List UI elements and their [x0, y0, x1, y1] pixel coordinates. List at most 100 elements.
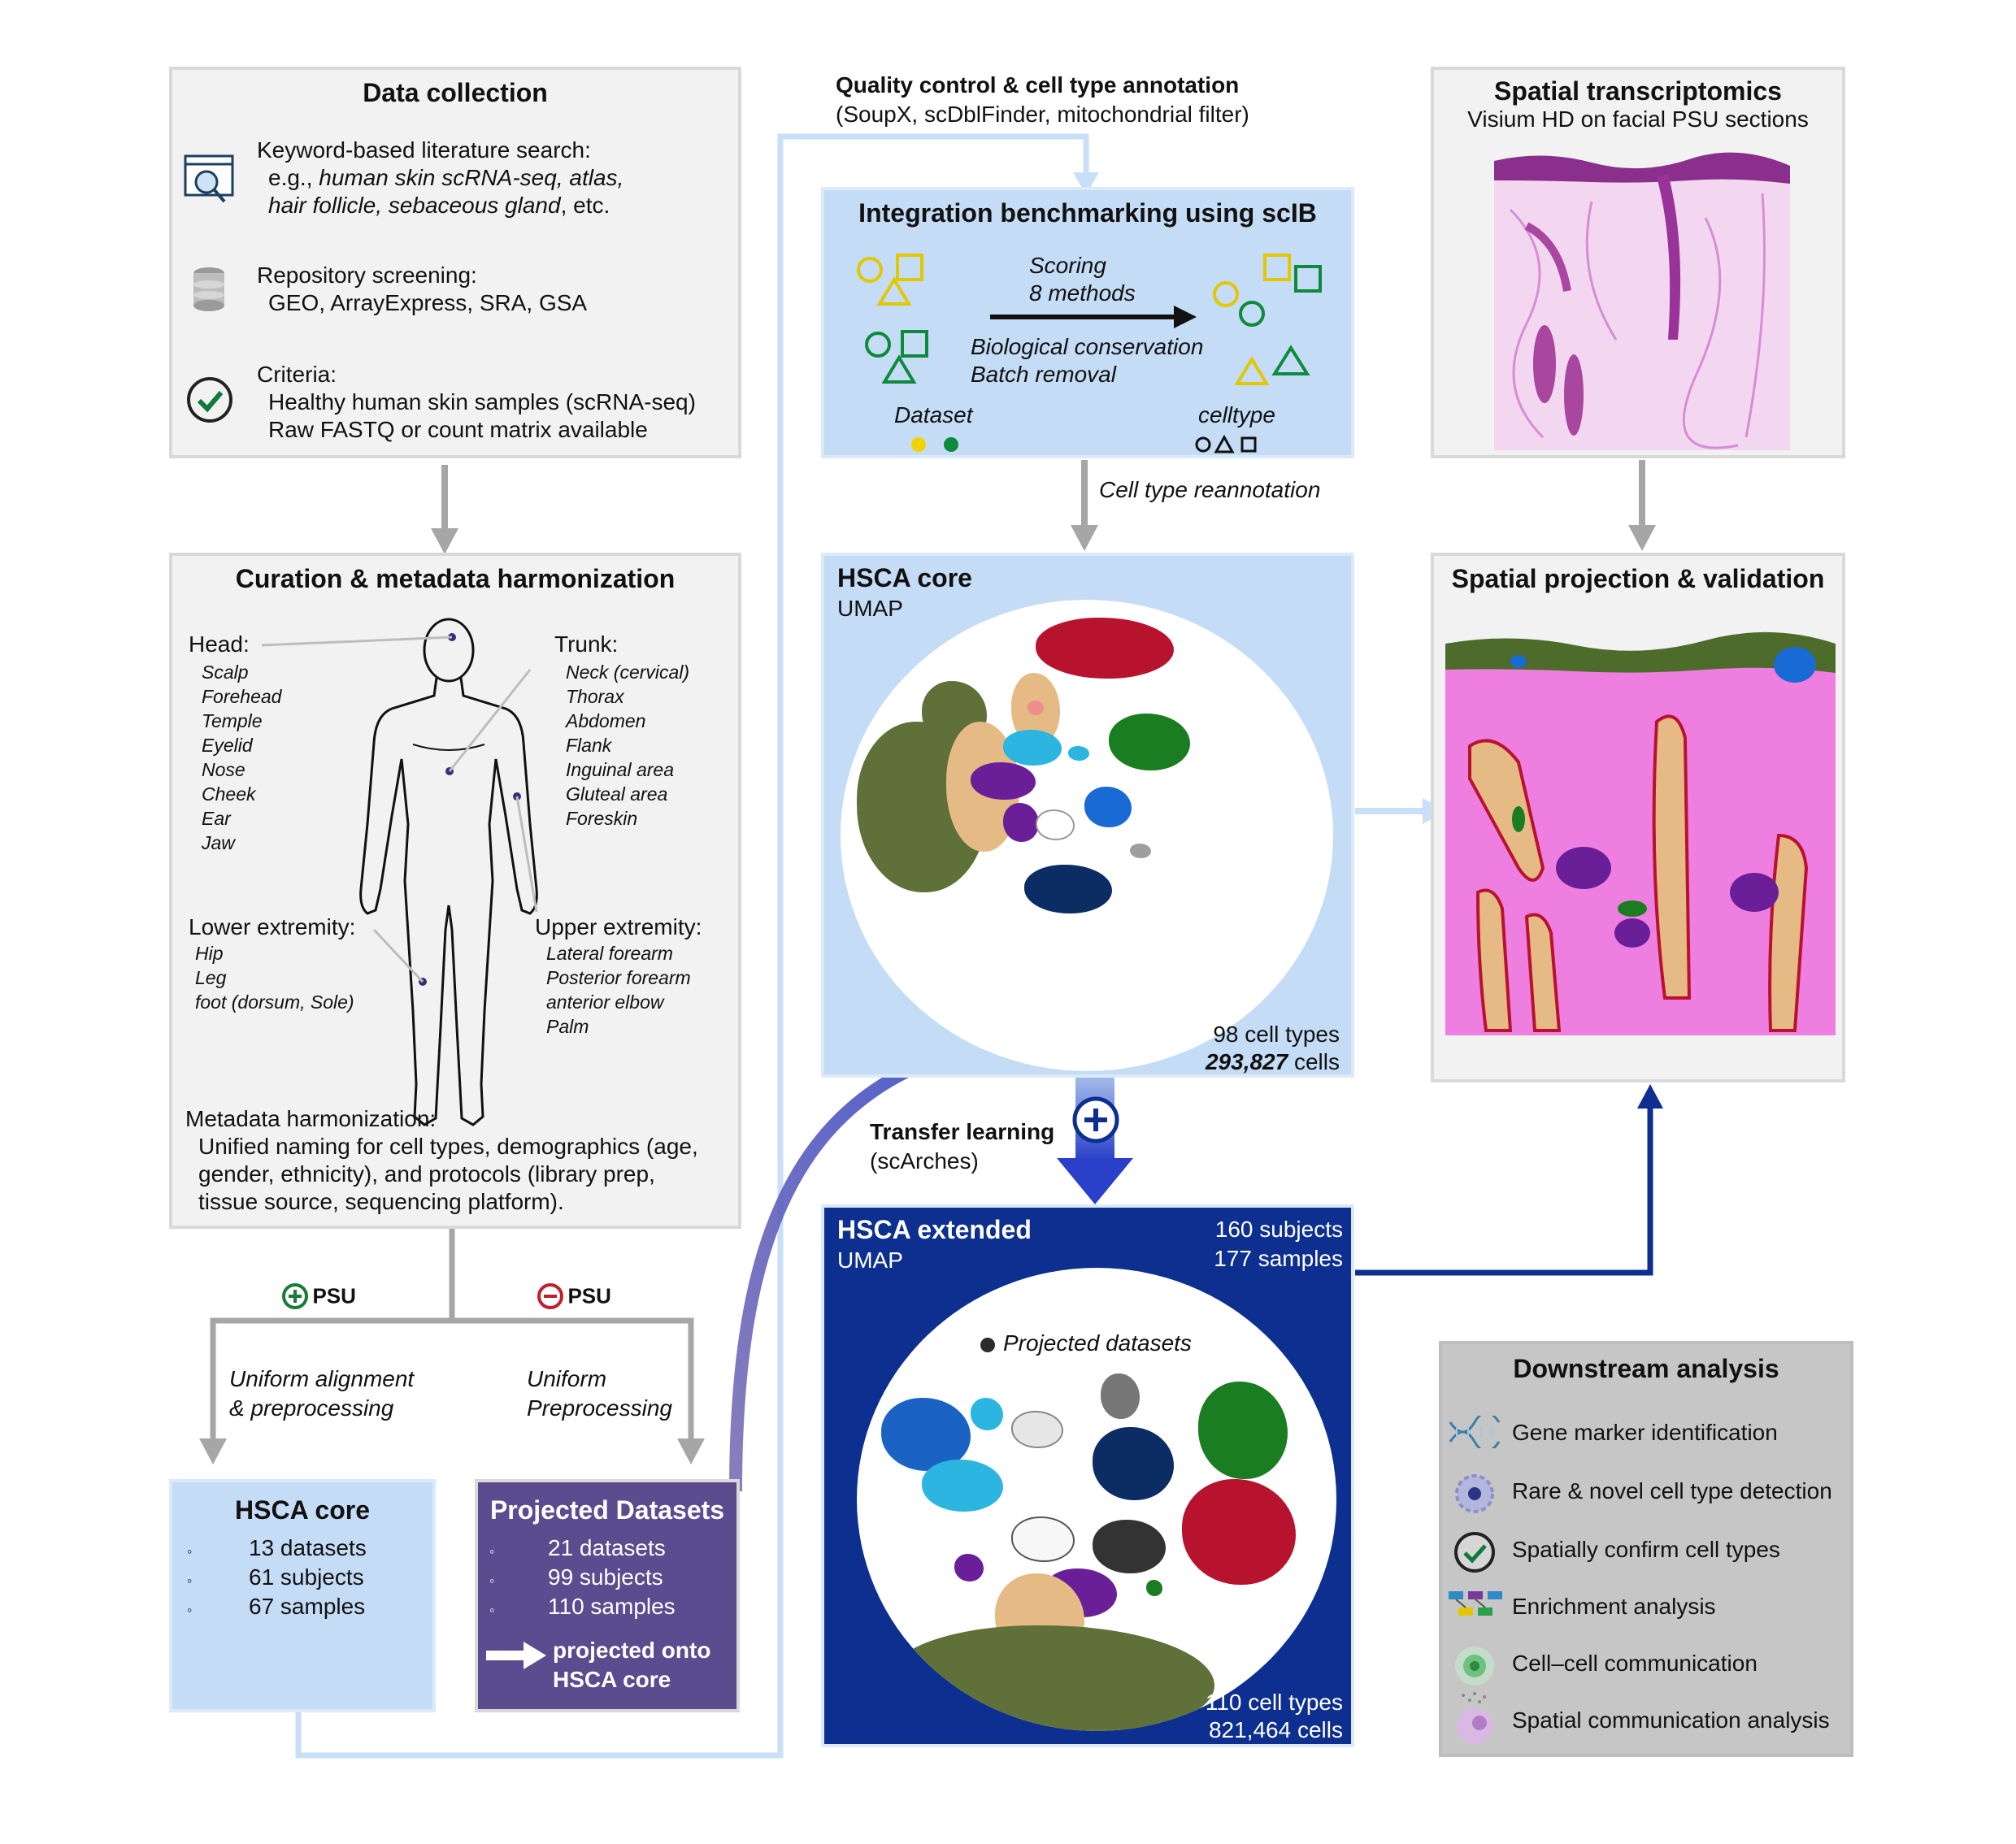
- uniform-alignment-line2: & preprocessing: [229, 1395, 394, 1421]
- umap-cluster: [1084, 787, 1132, 827]
- bullet: ◦: [187, 1543, 193, 1560]
- projected-datasets-count: 21 datasets: [548, 1535, 666, 1560]
- umap-cluster: [922, 1460, 1003, 1512]
- region-item: Leg: [195, 967, 227, 988]
- trunk-label: Trunk:: [554, 631, 619, 657]
- arrow-spatial-to-projection: [1628, 460, 1656, 551]
- bullet: ◦: [187, 1602, 193, 1618]
- arrow-core-loop-to-qc: [295, 133, 1099, 1759]
- spatial-title: Spatial transcriptomics: [1494, 76, 1782, 106]
- core-cell-count: 293,827 cells: [1205, 1049, 1340, 1074]
- signal-cell-icon: [1455, 1647, 1494, 1686]
- psu-minus-label: PSU: [567, 1283, 611, 1308]
- projected-onto-line2: HSCA core: [553, 1667, 671, 1692]
- region-item: Jaw: [202, 832, 235, 853]
- check-icon: [1454, 1532, 1495, 1573]
- umap-cluster: [881, 1398, 971, 1471]
- uniform-alignment-line1: Uniform alignment: [229, 1366, 415, 1391]
- curation-panel: Curation & metadata harmonization Head: …: [169, 553, 741, 1229]
- umap-cluster: [1198, 1382, 1288, 1479]
- transfer-learning-subtitle: (scArches): [870, 1148, 979, 1174]
- uniform-preprocessing-line2: Preprocessing: [527, 1395, 672, 1421]
- criteria-heading: Criteria:: [257, 362, 337, 387]
- benchmark-panel: Integration benchmarking using scIB Scor…: [821, 187, 1354, 458]
- umap-cluster: [1011, 1411, 1063, 1448]
- search-heading: Keyword-based literature search:: [257, 137, 591, 163]
- projected-samples-count: 110 samples: [548, 1594, 676, 1619]
- search-example-line2: hair follicle, sebaceous gland, etc.: [268, 193, 610, 218]
- projected-tissue-image: [1445, 631, 1836, 1035]
- region-item: Temple: [202, 710, 263, 731]
- bio-conservation-label: Biological conservation: [971, 334, 1204, 359]
- scoring-label: Scoring: [1029, 253, 1106, 278]
- search-example-line1: e.g., human skin scRNA-seq, atlas,: [268, 165, 624, 190]
- repository-heading: Repository screening:: [257, 262, 477, 288]
- head-region-list: Scalp Forehead Temple Eyelid Nose Cheek …: [202, 660, 281, 855]
- extended-cell-count: 821,464 cells: [1208, 1717, 1343, 1742]
- region-item: Thorax: [566, 686, 624, 707]
- arrow-collection-to-curation: [431, 465, 458, 554]
- umap-cluster: [1093, 1427, 1174, 1500]
- data-collection-title: Data collection: [363, 78, 548, 107]
- trunk-region-list: Neck (cervical) Thorax Abdomen Flank Ing…: [566, 660, 689, 831]
- region-item: anterior elbow: [546, 991, 664, 1013]
- curation-title: Curation & metadata harmonization: [235, 564, 676, 593]
- methods-label: 8 methods: [1029, 280, 1136, 306]
- umap-cluster: [971, 1398, 1003, 1430]
- extended-umap-plot: Projected datasets: [857, 1268, 1336, 1731]
- psu-minus-badge: PSU: [537, 1282, 611, 1310]
- data-collection-panel: Data collection Keyword-based literature…: [169, 67, 741, 458]
- region-item: Scalp: [202, 662, 249, 683]
- umap-cluster: [1003, 730, 1062, 766]
- celltype-legend-label: celltype: [1198, 402, 1275, 427]
- umap-cluster: [1068, 746, 1089, 761]
- bullet: ◦: [489, 1573, 495, 1589]
- body-figure: [261, 618, 538, 1126]
- upper-extremity-label: Upper extremity:: [535, 914, 702, 939]
- bullet: ◦: [187, 1573, 193, 1589]
- extended-cell-types: 110 cell types: [1205, 1690, 1343, 1715]
- umap-cluster: [1101, 1373, 1140, 1419]
- plus-circle-icon: [282, 1283, 308, 1309]
- umap-cluster: [1028, 701, 1044, 715]
- umap-cluster: [954, 1554, 984, 1582]
- upper-region-list: Lateral forearm Posterior forearm anteri…: [546, 941, 691, 1039]
- downstream-item: Cell–cell communication: [1512, 1651, 1757, 1676]
- database-icon: [193, 267, 224, 311]
- dna-icon: [1449, 1416, 1501, 1448]
- lower-extremity-label: Lower extremity:: [189, 914, 356, 939]
- metadata-line-1: Unified naming for cell types, demograph…: [198, 1134, 698, 1159]
- projected-subjects-count: 99 subjects: [548, 1564, 663, 1590]
- region-item: Abdomen: [566, 710, 646, 731]
- region-item: Posterior forearm: [546, 967, 691, 988]
- metadata-line-3: tissue source, sequencing platform).: [198, 1189, 564, 1214]
- bullet: ◦: [489, 1602, 495, 1618]
- hsca-core-umap-title: HSCA core: [837, 563, 972, 592]
- check-icon: [187, 377, 232, 423]
- novel-cell-icon: [1455, 1474, 1494, 1513]
- projected-onto-line1: projected onto: [553, 1638, 711, 1663]
- region-item: Palm: [546, 1016, 589, 1037]
- minus-circle-icon: [537, 1283, 563, 1309]
- benchmark-shapes: [857, 254, 1322, 453]
- umap-cluster: [889, 1625, 1214, 1731]
- hsca-core-umap-subtitle: UMAP: [837, 596, 903, 621]
- downstream-title: Downstream analysis: [1513, 1354, 1779, 1383]
- he-tissue-image: [1494, 152, 1790, 450]
- reannotation-label: Cell type reannotation: [1099, 477, 1321, 502]
- extended-samples: 177 samples: [1214, 1246, 1343, 1271]
- extended-subjects: 160 subjects: [1214, 1217, 1343, 1242]
- spatial-signal-icon: [1457, 1692, 1492, 1744]
- core-datasets: 13 datasets: [249, 1535, 367, 1560]
- region-item: Ear: [202, 808, 231, 829]
- metadata-heading: Metadata harmonization:: [185, 1106, 437, 1131]
- repository-list: GEO, ArrayExpress, SRA, GSA: [268, 290, 588, 315]
- umap-cluster: [971, 762, 1036, 800]
- region-item: Eyelid: [202, 735, 253, 756]
- region-item: Inguinal area: [566, 759, 674, 780]
- plus-circle-icon: [1072, 1096, 1119, 1143]
- uniform-preprocessing-line1: Uniform: [527, 1366, 607, 1391]
- arrow-extended-to-projection: [1355, 1084, 1663, 1276]
- psu-plus-label: PSU: [312, 1283, 356, 1308]
- region-item: foot (dorsum, Sole): [195, 991, 354, 1013]
